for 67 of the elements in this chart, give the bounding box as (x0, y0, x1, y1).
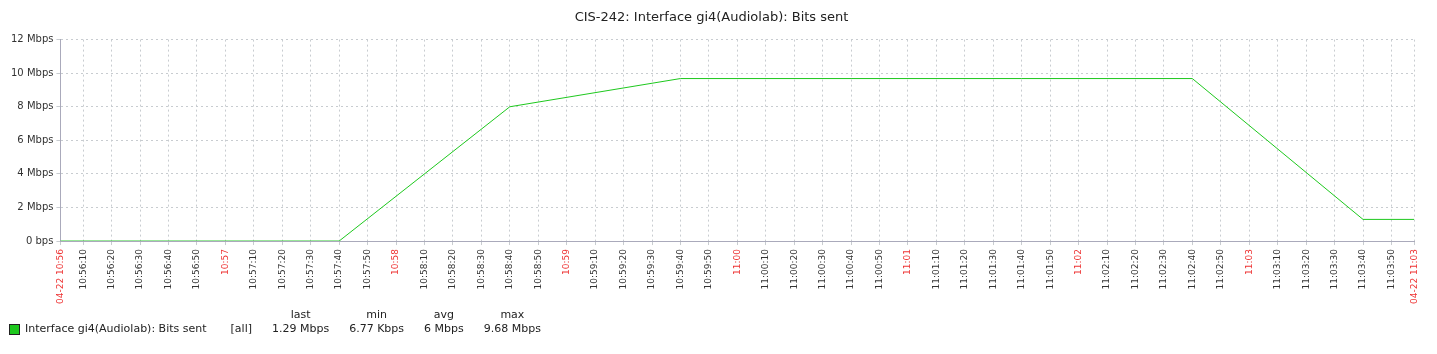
x-tick-label: 11:00 (731, 248, 742, 275)
x-tick-label: 11:02:10 (1101, 248, 1112, 290)
x-tick-label: 10:59:20 (617, 248, 628, 290)
text: min (365, 308, 388, 321)
x-tick-label: 11:02:40 (1186, 248, 1197, 290)
x-tick-label: 10:58:30 (475, 248, 486, 290)
x-tick-label: 11:00:50 (873, 248, 884, 290)
x-tick-label: 10:57:30 (305, 248, 316, 290)
text: last (289, 308, 312, 321)
x-tick-label: 10:57:10 (248, 248, 259, 290)
x-tick-label: 11:00:10 (760, 248, 771, 290)
y-tick-label: 2 Mbps (17, 201, 54, 213)
chart-title: CIS-242: Interface gi4(Audiolab): Bits sent (574, 9, 849, 25)
x-tick-label: 11:03:30 (1328, 248, 1339, 290)
text: 1.29 Mbps (271, 321, 331, 336)
x-tick-label: 11:00:30 (816, 248, 827, 290)
x-tick-label: 11:03:10 (1272, 248, 1283, 290)
x-tick-label: 11:00:40 (845, 248, 856, 290)
x-tick-label: 10:57:50 (361, 248, 372, 290)
text: 9.68 Mbps (482, 321, 542, 336)
legend-label: Interface gi4(Audiolab): Bits sent (25, 322, 207, 335)
y-tick-label: 10 Mbps (11, 66, 54, 78)
text: avg (432, 308, 456, 321)
x-tick-label: 11:01 (902, 249, 913, 275)
x-tick-label: 10:59:10 (589, 248, 600, 290)
x-tick-label: 11:02:30 (1158, 248, 1169, 290)
y-tick-label: 4 Mbps (17, 167, 54, 179)
x-tick-label: 11:02:50 (1215, 248, 1226, 290)
text: [all] (229, 321, 253, 336)
x-tick-label: 04-22 11:03 (1408, 249, 1419, 304)
x-tick-label: 10:57:20 (276, 248, 287, 290)
x-tick-label: 10:57 (219, 249, 230, 275)
x-tick-label: 11:03:20 (1300, 248, 1311, 290)
x-tick-label: 11:01:20 (959, 248, 970, 290)
x-tick-label: 11:03:40 (1357, 248, 1368, 290)
y-tick-label: 0 bps (25, 234, 54, 246)
x-tick-label: 04-22 10:56 (54, 248, 65, 304)
text: 6 Mbps (423, 321, 465, 336)
y-tick-label: 12 Mbps (11, 33, 54, 45)
x-tick-label: 10:58:40 (504, 248, 515, 290)
x-tick-label: 11:01:30 (987, 248, 998, 290)
y-tick-label: 6 Mbps (17, 133, 54, 145)
x-tick-label: 10:58 (390, 248, 401, 275)
x-tick-label: 11:03:50 (1385, 248, 1396, 290)
x-tick-label: 10:56:50 (191, 248, 202, 290)
x-tick-label: 10:56:20 (105, 248, 116, 290)
x-tick-label: 10:59 (560, 248, 571, 275)
x-tick-label: 10:56:40 (162, 248, 173, 290)
x-tick-label: 10:56:10 (77, 248, 88, 290)
x-tick-label: 11:01:50 (1044, 248, 1055, 290)
x-tick-label: 10:58:20 (447, 248, 458, 290)
text: 6.77 Kbps (348, 321, 406, 336)
x-tick-label: 11:02:20 (1129, 248, 1140, 290)
x-tick-label: 10:58:50 (532, 248, 543, 290)
x-tick-label: 10:58:10 (418, 248, 429, 290)
x-tick-label: 10:59:30 (646, 248, 657, 290)
x-tick-label: 10:59:40 (674, 248, 685, 290)
x-tick-label: 11:00:20 (788, 248, 799, 290)
x-tick-label: 11:01:10 (930, 248, 941, 290)
x-tick-label: 10:56:30 (134, 248, 145, 290)
x-tick-label: 11:03 (1243, 249, 1254, 275)
x-tick-label: 10:57:40 (333, 248, 344, 290)
y-tick-label: 8 Mbps (17, 100, 54, 112)
x-tick-label: 11:01:40 (1016, 248, 1027, 290)
x-tick-label: 10:59:50 (703, 248, 714, 290)
x-tick-label: 11:02 (1072, 249, 1083, 275)
text: max (499, 308, 526, 321)
